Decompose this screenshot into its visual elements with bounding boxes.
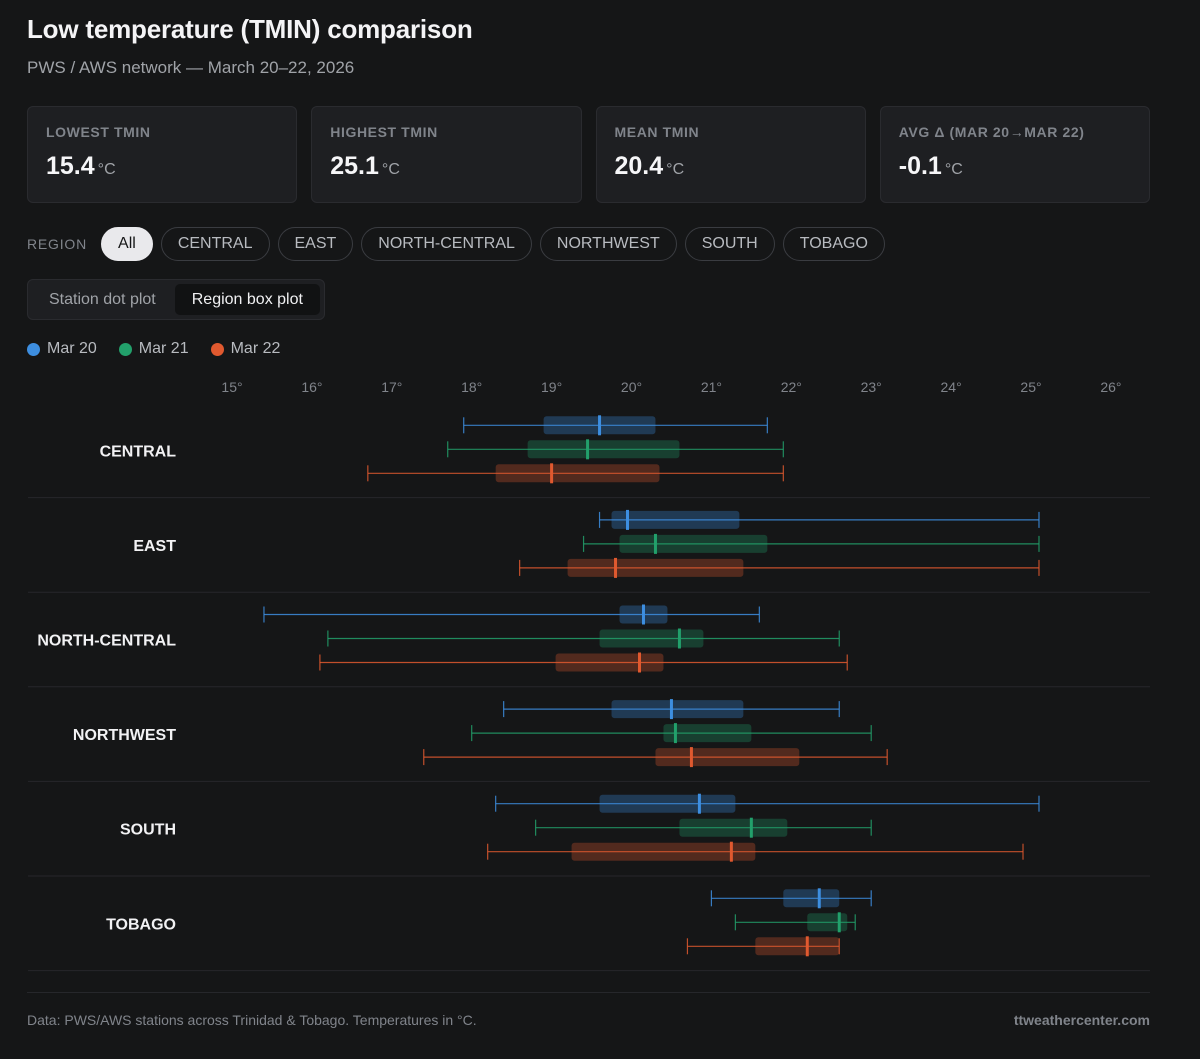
card-unit: °C bbox=[381, 161, 400, 178]
region-box-plot-tab[interactable]: Region box plot bbox=[174, 284, 320, 315]
chart-legend: Mar 20 Mar 21 Mar 22 bbox=[27, 340, 280, 358]
x-tick-label: 22° bbox=[781, 379, 802, 395]
card-value: 20.4 °C bbox=[615, 152, 847, 181]
summary-cards: LOWEST TMIN 15.4 °C HIGHEST TMIN 25.1 °C M… bbox=[27, 106, 1150, 203]
card-label: LOWEST TMIN bbox=[46, 124, 151, 140]
card-number: 15.4 bbox=[46, 152, 95, 180]
chip-all[interactable]: All bbox=[101, 227, 153, 261]
legend-item-mar-20: Mar 20 bbox=[27, 340, 97, 358]
x-tick-label: 17° bbox=[381, 379, 402, 395]
x-tick-label: 16° bbox=[301, 379, 322, 395]
x-tick-label: 26° bbox=[1100, 379, 1121, 395]
x-tick-label: 24° bbox=[941, 379, 962, 395]
iqr-box bbox=[527, 440, 680, 459]
footer-brand: ttweathercenter.com bbox=[1013, 1012, 1150, 1028]
card-unit: °C bbox=[666, 161, 685, 178]
card-label: MEAN TMIN bbox=[614, 124, 700, 140]
card-value: 15.4 °C bbox=[46, 152, 278, 181]
iqr-box bbox=[655, 748, 800, 767]
card-highest-tmin: HIGHEST TMIN 25.1 °C bbox=[311, 106, 582, 203]
iqr-box bbox=[571, 842, 756, 861]
iqr-box bbox=[599, 629, 704, 648]
view-toggle: Station dot plot Region box plot bbox=[27, 279, 325, 320]
iqr-box bbox=[495, 464, 660, 483]
iqr-box bbox=[663, 724, 752, 743]
iqr-box bbox=[755, 937, 840, 956]
legend-label: Mar 22 bbox=[230, 340, 281, 357]
card-unit: °C bbox=[97, 161, 116, 178]
region-label: SOUTH bbox=[120, 822, 176, 839]
region-label: CENTRAL bbox=[100, 443, 177, 460]
card-unit: °C bbox=[944, 161, 963, 178]
station-dot-plot-tab[interactable]: Station dot plot bbox=[49, 290, 156, 308]
chip-east[interactable]: EAST bbox=[277, 227, 354, 261]
legend-label: Mar 21 bbox=[138, 340, 189, 357]
legend-label: Mar 20 bbox=[47, 340, 97, 357]
x-tick-label: 21° bbox=[701, 379, 722, 395]
chip-south[interactable]: SOUTH bbox=[684, 227, 775, 261]
iqr-box bbox=[611, 700, 744, 719]
card-mean-tmin: MEAN TMIN 20.4 °C bbox=[595, 106, 866, 203]
card-value: 25.1 °C bbox=[330, 152, 562, 181]
x-tick-label: 19° bbox=[541, 379, 562, 395]
region-label: TOBAGO bbox=[106, 916, 176, 933]
chip-tobago[interactable]: TOBAGO bbox=[782, 227, 885, 261]
legend-dot-mar-20 bbox=[27, 342, 40, 356]
chip-northwest[interactable]: NORTHWEST bbox=[539, 227, 677, 261]
card-label: HIGHEST TMIN bbox=[330, 124, 438, 140]
region-filter: REGION All CENTRAL EAST NORTH-CENTRAL NO… bbox=[27, 227, 885, 261]
chip-north-central[interactable]: NORTH-CENTRAL bbox=[361, 227, 532, 261]
card-label: AVG Δ (MAR 20→MAR 22) bbox=[898, 124, 1085, 140]
legend-dot-mar-22 bbox=[210, 342, 224, 356]
card-number: -0.1 bbox=[898, 152, 942, 180]
footer-divider bbox=[27, 992, 1150, 993]
region-filter-label: REGION bbox=[27, 236, 88, 252]
iqr-box bbox=[807, 913, 848, 932]
page-title: Low temperature (TMIN) comparison bbox=[27, 14, 473, 44]
x-tick-label: 15° bbox=[221, 379, 242, 395]
iqr-box bbox=[611, 510, 740, 529]
card-number: 20.4 bbox=[614, 152, 664, 180]
card-avg-delta: AVG Δ (MAR 20→MAR 22) -0.1 °C bbox=[879, 106, 1150, 203]
iqr-box bbox=[783, 889, 840, 908]
iqr-box bbox=[599, 794, 736, 813]
card-value: -0.1 °C bbox=[899, 152, 1131, 181]
x-tick-label: 25° bbox=[1020, 379, 1041, 395]
region-label: EAST bbox=[133, 538, 176, 555]
chip-central[interactable]: CENTRAL bbox=[160, 227, 270, 261]
x-tick-label: 20° bbox=[621, 379, 642, 395]
iqr-box bbox=[679, 818, 788, 837]
legend-item-mar-22: Mar 22 bbox=[210, 340, 281, 358]
legend-dot-mar-21 bbox=[118, 342, 132, 356]
iqr-box bbox=[555, 653, 664, 672]
card-number: 25.1 bbox=[330, 152, 379, 180]
box-plot-chart: 15° 16° 17° 18° 19° 20° 21° 22° 23° 24° 25° 26° CENT… bbox=[28, 379, 1150, 972]
region-label: NORTHWEST bbox=[73, 727, 176, 744]
card-lowest-tmin: LOWEST TMIN 15.4 °C bbox=[27, 106, 298, 203]
iqr-box bbox=[619, 534, 768, 553]
legend-item-mar-21: Mar 21 bbox=[118, 340, 189, 358]
page-subtitle: PWS / AWS network — March 20–22, 2026 bbox=[27, 58, 355, 77]
iqr-box bbox=[567, 558, 744, 577]
x-tick-label: 18° bbox=[461, 379, 482, 395]
x-tick-label: 23° bbox=[861, 379, 882, 395]
region-label: NORTH-CENTRAL bbox=[37, 633, 176, 650]
footer-note: Data: PWS/AWS stations across Trinidad &… bbox=[27, 1012, 477, 1028]
